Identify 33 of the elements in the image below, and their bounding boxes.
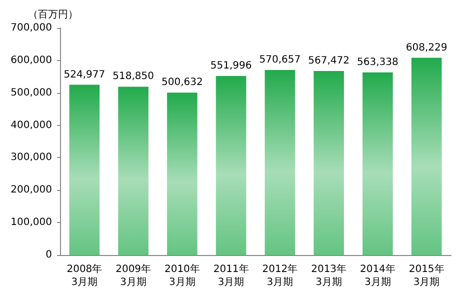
data-label: 518,850 xyxy=(112,71,154,82)
bar xyxy=(411,58,442,255)
y-tick-label: 200,000 xyxy=(10,184,52,196)
y-tick-label: 600,000 xyxy=(10,54,52,66)
bar xyxy=(314,70,344,255)
y-tick-label: 100,000 xyxy=(10,217,52,228)
bar xyxy=(216,76,246,255)
y-axis-title: （百万円） xyxy=(28,10,78,20)
y-tick-label: 0 xyxy=(46,250,52,260)
y-tick-label: 300,000 xyxy=(10,152,52,164)
data-label: 551,996 xyxy=(210,60,252,72)
x-tick-label: 2014年 3月期 xyxy=(360,263,396,288)
x-tick-label: 2008年 3月期 xyxy=(66,263,102,288)
x-tick-label: 2015年 3月期 xyxy=(408,263,444,288)
data-label: 563,338 xyxy=(357,56,398,68)
x-tick-label: 2011年 3月期 xyxy=(213,263,249,288)
y-tick-label: 700,000 xyxy=(10,22,52,34)
x-tick-label: 2013年 3月期 xyxy=(311,263,347,288)
bar xyxy=(264,70,296,255)
x-tick-label: 2009年 3月期 xyxy=(116,263,152,288)
y-tick-label: 500,000 xyxy=(10,87,52,98)
data-label: 500,632 xyxy=(162,77,203,88)
data-label: 524,977 xyxy=(64,69,106,80)
data-label: 567,472 xyxy=(308,55,350,66)
x-tick-label: 2010年 3月期 xyxy=(164,263,200,288)
data-label: 608,229 xyxy=(406,42,448,54)
bar xyxy=(118,86,148,255)
bar xyxy=(362,72,393,255)
x-tick-label: 2012年 3月期 xyxy=(262,263,298,288)
data-label: 570,657 xyxy=(259,54,301,66)
bar xyxy=(69,84,100,255)
bar xyxy=(167,92,198,255)
y-tick-label: 400,000 xyxy=(10,120,52,131)
